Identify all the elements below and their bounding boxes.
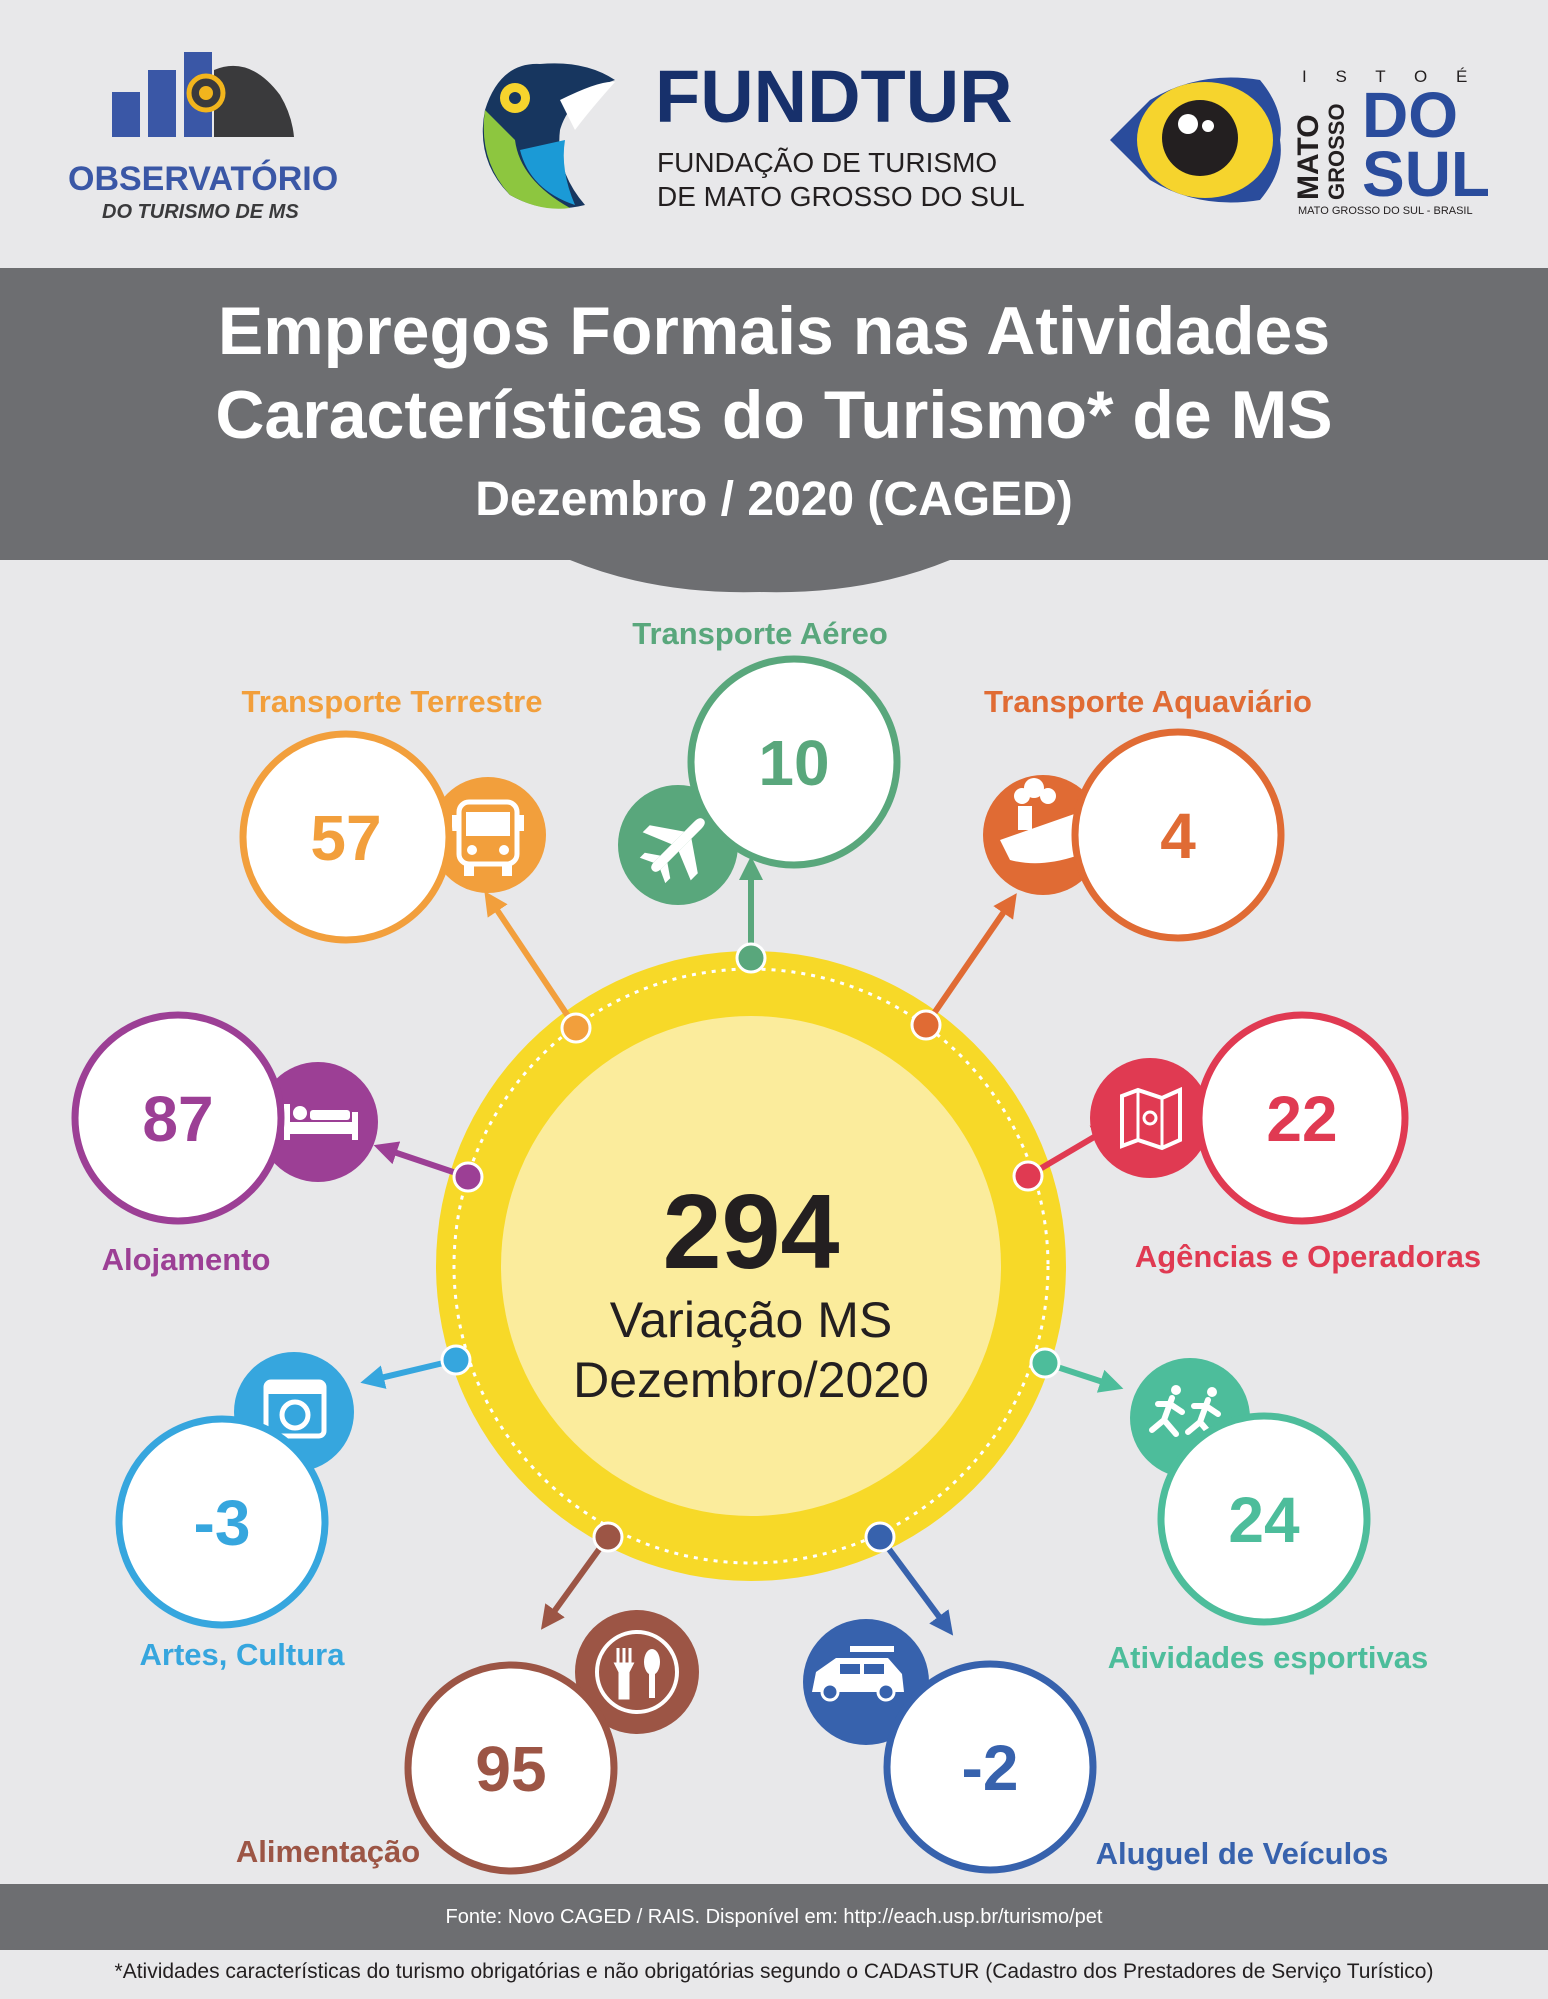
ship-icon xyxy=(1000,778,1080,864)
value-transporte-aereo: 10 xyxy=(758,727,829,799)
category-agencias: 22 Agências e Operadoras xyxy=(1012,1011,1481,1274)
value-aluguel: -2 xyxy=(962,1732,1019,1804)
category-artes: -3 Artes, Cultura xyxy=(115,1344,472,1672)
value-esportivas: 24 xyxy=(1228,1484,1300,1556)
source-text: Fonte: Novo CAGED / RAIS. Disponível em:… xyxy=(445,1906,1103,1928)
category-alimentacao: 95 Alimentação xyxy=(236,1521,699,1875)
category-transporte-aereo: 10 Transporte Aéreo xyxy=(618,616,901,974)
observatorio-logo: OBSERVATÓRIO DO TURISMO DE MS xyxy=(68,52,338,223)
category-transporte-aquaviario: 4 Transporte Aquaviário xyxy=(910,684,1312,1041)
ms-grosso: GROSSO xyxy=(1324,103,1349,200)
value-agencias: 22 xyxy=(1266,1083,1337,1155)
fundtur-logo: FUNDTUR FUNDAÇÃO DE TURISMO DE MATO GROS… xyxy=(482,55,1025,212)
label-transporte-aquaviario: Transporte Aquaviário xyxy=(984,684,1312,719)
label-transporte-terrestre: Transporte Terrestre xyxy=(242,684,543,719)
label-esportivas: Atividades esportivas xyxy=(1108,1640,1428,1675)
category-esportivas: 24 Atividades esportivas xyxy=(1029,1347,1428,1675)
infographic-art: OBSERVATÓRIO DO TURISMO DE MS FUNDTUR FU… xyxy=(68,52,1490,1875)
center-hub: 294 Variação MS Dezembro/2020 xyxy=(436,951,1066,1581)
airplane-icon xyxy=(639,818,705,884)
map-icon xyxy=(1120,1086,1182,1151)
banner-tab xyxy=(570,560,950,593)
map-icon-badge xyxy=(1090,1058,1210,1178)
value-alimentacao: 95 xyxy=(475,1733,546,1805)
label-aluguel: Aluguel de Veículos xyxy=(1096,1836,1389,1871)
ms-tag: I S T O É xyxy=(1302,67,1479,86)
title-banner: Empregos Formais nas Atividades Caracter… xyxy=(0,268,1548,560)
label-alimentacao: Alimentação xyxy=(236,1834,420,1869)
ms-mato: MATO xyxy=(1292,114,1325,200)
subtitle: Dezembro / 2020 (CAGED) xyxy=(475,473,1073,526)
ms-caption: MATO GROSSO DO SUL - BRASIL xyxy=(1298,205,1473,217)
label-agencias: Agências e Operadoras xyxy=(1135,1239,1481,1274)
bus-icon xyxy=(452,799,524,876)
category-aluguel: -2 Aluguel de Veículos xyxy=(803,1521,1389,1874)
value-transporte-terrestre: 57 xyxy=(310,802,381,874)
runners-icon xyxy=(1149,1385,1221,1439)
value-alojamento: 87 xyxy=(142,1083,213,1155)
fundtur-line-1: FUNDAÇÃO DE TURISMO xyxy=(657,147,997,178)
ms-sul: SUL xyxy=(1362,138,1490,210)
fundtur-line-2: DE MATO GROSSO DO SUL xyxy=(657,181,1025,212)
total-value: 294 xyxy=(663,1173,840,1291)
cutlery-icon xyxy=(595,1630,679,1714)
ms-do: DO xyxy=(1362,79,1458,151)
fundtur-name: FUNDTUR xyxy=(655,55,1013,138)
observatorio-line-2: DO TURISMO DE MS xyxy=(102,201,299,223)
title-line-1: Empregos Formais nas Atividades xyxy=(217,293,1331,369)
category-alojamento: 87 Alojamento xyxy=(71,1011,484,1277)
label-alojamento: Alojamento xyxy=(102,1242,271,1277)
center-label-1: Variação MS xyxy=(610,1292,893,1348)
camera-icon xyxy=(263,1379,327,1439)
source-bar: Fonte: Novo CAGED / RAIS. Disponível em:… xyxy=(0,1884,1548,1950)
ms-logo: I S T O É MATO GROSSO DO SUL MATO GROSSO… xyxy=(1110,67,1490,217)
cutlery-icon-badge xyxy=(575,1610,699,1734)
center-label-2: Dezembro/2020 xyxy=(573,1352,929,1408)
value-transporte-aquaviario: 4 xyxy=(1160,800,1196,872)
observatorio-line-1: OBSERVATÓRIO xyxy=(68,160,338,198)
label-transporte-aereo: Transporte Aéreo xyxy=(632,616,888,651)
car-icon xyxy=(812,1646,904,1702)
footnote: *Atividades características do turismo o… xyxy=(114,1960,1434,1983)
category-transporte-terrestre: 57 Transporte Terrestre xyxy=(239,684,592,1044)
label-artes: Artes, Cultura xyxy=(140,1637,346,1672)
value-artes: -3 xyxy=(194,1487,251,1559)
title-line-2: Características do Turismo* de MS xyxy=(215,377,1333,453)
bed-icon xyxy=(284,1104,358,1140)
